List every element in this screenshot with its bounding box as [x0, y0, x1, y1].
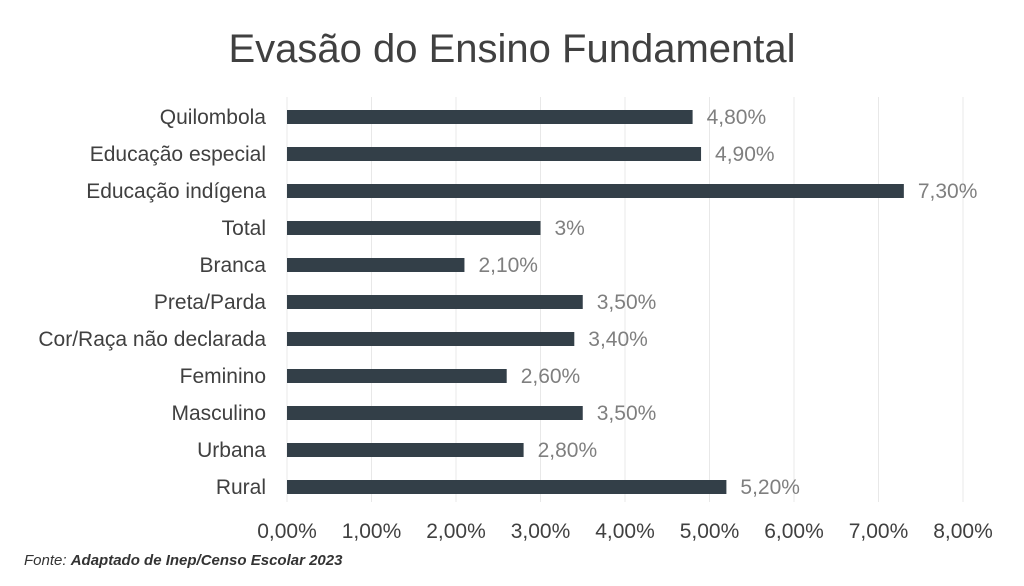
- bars: [287, 110, 904, 494]
- category-label: Quilombola: [160, 106, 267, 129]
- data-label: 4,90%: [715, 143, 775, 166]
- data-label: 3,50%: [597, 402, 657, 425]
- data-label: 3,50%: [597, 291, 657, 314]
- bar: [287, 184, 904, 198]
- data-label: 2,10%: [478, 254, 538, 277]
- data-label: 2,80%: [538, 439, 598, 462]
- x-tick-label: 7,00%: [849, 520, 909, 543]
- data-label: 3%: [555, 217, 585, 240]
- bar: [287, 369, 507, 383]
- chart-title: Evasão do Ensino Fundamental: [228, 27, 795, 71]
- category-label: Cor/Raça não declarada: [38, 328, 266, 351]
- x-tick-label: 6,00%: [764, 520, 824, 543]
- category-label: Masculino: [171, 402, 266, 425]
- source-note: Fonte: Adaptado de Inep/Censo Escolar 20…: [24, 552, 342, 569]
- data-label: 7,30%: [918, 180, 978, 203]
- category-label: Preta/Parda: [154, 291, 266, 314]
- bar: [287, 221, 541, 235]
- category-label: Feminino: [180, 365, 266, 388]
- category-label: Total: [222, 217, 266, 240]
- bar: [287, 480, 727, 494]
- gridlines: [286, 97, 964, 502]
- bar: [287, 332, 575, 346]
- bar: [287, 258, 465, 272]
- x-axis-tick-labels: 0,00% 1,00% 2,00% 3,00% 4,00% 5,00% 6,00% 7,00%…: [257, 520, 993, 543]
- x-tick-label: 4,00%: [595, 520, 655, 543]
- data-label: 2,60%: [521, 365, 581, 388]
- x-tick-label: 8,00%: [933, 520, 993, 543]
- x-tick-label: 3,00%: [511, 520, 571, 543]
- bar: [287, 406, 583, 420]
- x-tick-label: 0,00%: [257, 520, 317, 543]
- category-label: Urbana: [197, 439, 266, 462]
- x-tick-label: 5,00%: [680, 520, 740, 543]
- source-text: Adaptado de Inep/Censo Escolar 2023: [70, 552, 343, 569]
- value-labels: 4,80% 4,90% 7,30% 3% 2,10% 3,50% 3,40% 2,60% 3,5…: [478, 106, 977, 499]
- category-label: Educação indígena: [86, 180, 266, 203]
- data-label: 3,40%: [588, 328, 648, 351]
- x-tick-label: 1,00%: [342, 520, 402, 543]
- source-prefix: Fonte:: [24, 552, 67, 569]
- bar: [287, 295, 583, 309]
- bar: [287, 443, 524, 457]
- bar: [287, 147, 702, 161]
- data-label: 4,80%: [707, 106, 767, 129]
- category-label: Rural: [216, 476, 266, 499]
- x-tick-label: 2,00%: [426, 520, 486, 543]
- bar: [287, 110, 693, 124]
- category-labels: Quilombola Educação especial Educação indí…: [38, 106, 266, 499]
- category-label: Educação especial: [90, 143, 266, 166]
- category-label: Branca: [199, 254, 266, 277]
- data-label: 5,20%: [740, 476, 800, 499]
